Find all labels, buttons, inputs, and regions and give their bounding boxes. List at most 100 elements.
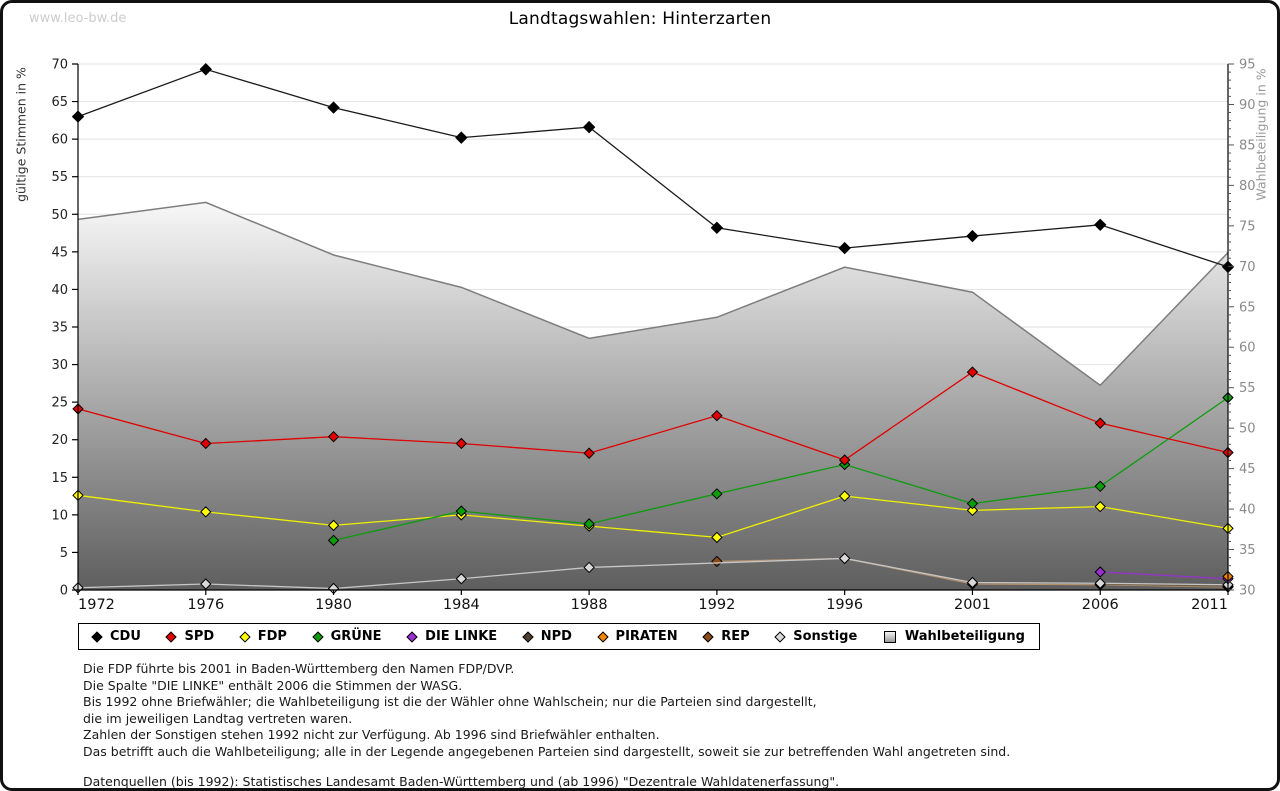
data-point xyxy=(966,229,979,243)
data-point xyxy=(455,573,468,585)
right-tick-label: 60 xyxy=(1239,341,1256,356)
footnotes: Die FDP führte bis 2001 in Baden-Württem… xyxy=(83,661,1011,789)
right-tick-label: 70 xyxy=(1239,260,1256,275)
right-tick-label: 85 xyxy=(1239,138,1256,153)
data-point xyxy=(327,519,340,532)
data-point xyxy=(199,63,212,76)
data-point xyxy=(710,221,724,235)
watermark-leo-bw: www.leo-bw.de xyxy=(29,11,127,26)
data-point xyxy=(838,490,851,502)
data-point xyxy=(455,505,468,517)
right-tick-label: 35 xyxy=(1239,543,1256,558)
left-tick-label: 30 xyxy=(51,358,68,373)
right-tick-label: 30 xyxy=(1239,584,1256,599)
data-point xyxy=(1094,500,1106,513)
data-point xyxy=(838,241,851,255)
right-tick-label: 55 xyxy=(1239,381,1256,396)
data-point xyxy=(327,101,340,114)
left-tick-label: 15 xyxy=(51,471,68,486)
left-tick-label: 70 xyxy=(51,58,68,73)
left-tick-label: 60 xyxy=(51,133,68,148)
data-point xyxy=(327,534,340,547)
year-label: 1980 xyxy=(315,597,352,613)
data-point xyxy=(711,488,723,500)
legend-label: GRÜNE xyxy=(330,629,382,644)
left-tick-label: 50 xyxy=(51,208,68,223)
data-point xyxy=(200,437,212,450)
diamond-marker-icon xyxy=(522,630,534,643)
right-tick-label: 40 xyxy=(1239,503,1256,518)
year-label: 1976 xyxy=(187,597,224,613)
data-point xyxy=(583,561,595,574)
axes: 0 5 10 15 20 25 30 35 40 45 50 55 60 65 70 30 35 40 45 50 55… xyxy=(51,58,1255,614)
footnote-line: die im jeweiligen Landtag vertreten ware… xyxy=(83,710,353,726)
legend-label: CDU xyxy=(110,629,141,644)
left-tick-label: 5 xyxy=(60,546,68,561)
left-tick-label: 10 xyxy=(51,508,68,523)
data-point xyxy=(966,576,979,589)
diamond-marker-icon xyxy=(91,630,103,643)
right-tick-label: 80 xyxy=(1239,179,1256,194)
diamond-marker-icon xyxy=(774,630,786,643)
data-point xyxy=(1094,577,1106,589)
year-label: 2001 xyxy=(954,597,991,613)
legend-item-npd: NPD xyxy=(522,629,572,644)
year-label: 1972 xyxy=(78,597,115,613)
legend-label: DIE LINKE xyxy=(425,629,498,644)
turnout-area xyxy=(78,202,1228,590)
diamond-marker-icon xyxy=(239,630,251,643)
data-point xyxy=(966,497,979,510)
legend-item-rep: REP xyxy=(702,629,750,644)
diamond-marker-icon xyxy=(165,630,178,643)
diamond-marker-icon xyxy=(596,630,609,643)
data-point xyxy=(583,447,595,459)
data-point xyxy=(200,578,212,590)
right-tick-label: 45 xyxy=(1239,462,1256,477)
legend-label: Sonstige xyxy=(793,629,858,644)
data-point xyxy=(838,454,851,466)
data-point xyxy=(455,437,468,450)
data-source-line: Datenquellen (bis 1992): Statistisches L… xyxy=(83,774,840,789)
data-point xyxy=(582,120,596,134)
right-tick-label: 95 xyxy=(1239,58,1256,73)
legend-item-cdu: CDU xyxy=(91,629,141,644)
legend-item-die-linke: DIE LINKE xyxy=(406,629,498,644)
left-tick-label: 65 xyxy=(51,95,68,110)
year-label: 2006 xyxy=(1082,597,1119,613)
year-label: 1992 xyxy=(698,597,735,613)
footnote-line: Das betrifft auch die Wahlbeteiligung; a… xyxy=(83,743,1011,759)
data-point xyxy=(966,504,979,517)
legend-item-wahlbeteiligung: Wahlbeteiligung xyxy=(883,629,1025,644)
right-tick-label: 65 xyxy=(1239,300,1256,315)
series-sonstige xyxy=(72,552,1234,595)
series-spd xyxy=(72,366,1234,466)
left-tick-label: 35 xyxy=(51,321,68,336)
data-point xyxy=(711,409,723,422)
legend-item-grüne: GRÜNE xyxy=(311,629,382,644)
year-label: 1984 xyxy=(443,597,480,613)
page-title: Landtagswahlen: Hinterzarten xyxy=(508,9,772,29)
data-point xyxy=(327,431,340,443)
footnote-line: Bis 1992 ohne Briefwähler; die Wahlbetei… xyxy=(83,694,817,709)
legend-label: PIRATEN xyxy=(615,629,678,644)
data-point xyxy=(583,518,595,530)
data-point xyxy=(1094,566,1106,578)
chart-legend: CDU SPD FDP GRÜNE DIE LINKE NPD PIRATEN REP Sons… xyxy=(78,623,1040,650)
legend-label: Wahlbeteiligung xyxy=(904,629,1025,644)
data-point xyxy=(455,131,468,144)
diamond-marker-icon xyxy=(406,630,418,643)
legend-label: SPD xyxy=(184,629,215,644)
left-tick-label: 45 xyxy=(51,245,68,260)
legend-label: NPD xyxy=(540,629,572,644)
data-point xyxy=(200,506,212,518)
data-point xyxy=(1094,480,1106,493)
legend-item-piraten: PIRATEN xyxy=(596,629,678,644)
year-label: 2011 xyxy=(1191,597,1228,613)
left-tick-label: 40 xyxy=(51,283,68,298)
turnout-square-icon xyxy=(883,630,896,643)
year-label: 1996 xyxy=(826,597,863,613)
left-tick-label: 0 xyxy=(60,584,68,599)
legend-label: FDP xyxy=(257,629,287,644)
legend-label: REP xyxy=(721,629,750,644)
